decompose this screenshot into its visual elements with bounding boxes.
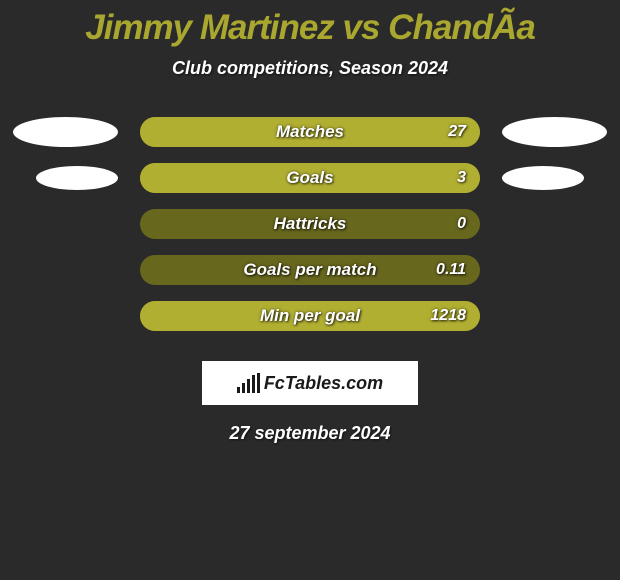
logo-text: FcTables.com <box>264 373 383 394</box>
right-ellipse <box>502 301 607 331</box>
stat-row: Hattricks 0 <box>0 201 620 247</box>
stat-row: Goals per match 0.11 <box>0 247 620 293</box>
bar-label: Min per goal <box>260 306 360 326</box>
left-ellipse <box>13 255 118 285</box>
right-ellipse <box>502 209 607 239</box>
left-ellipse <box>13 117 118 147</box>
stat-bar: Goals per match 0.11 <box>140 255 480 285</box>
right-ellipse <box>502 255 607 285</box>
bar-label: Goals <box>286 168 333 188</box>
stat-bar: Goals 3 <box>140 163 480 193</box>
stat-bar: Min per goal 1218 <box>140 301 480 331</box>
logo-box: FcTables.com <box>202 361 418 405</box>
left-ellipse <box>13 301 118 331</box>
bar-value: 0.11 <box>436 261 466 279</box>
bar-value: 3 <box>457 169 466 187</box>
page-title: Jimmy Martinez vs ChandÃ­a <box>0 0 620 48</box>
subtitle: Club competitions, Season 2024 <box>0 58 620 79</box>
logo-chart-icon <box>237 373 260 393</box>
stat-bar: Hattricks 0 <box>140 209 480 239</box>
bar-label: Hattricks <box>274 214 347 234</box>
date-label: 27 september 2024 <box>0 423 620 444</box>
bar-label: Matches <box>276 122 344 142</box>
stat-row: Goals 3 <box>0 155 620 201</box>
stats-area: Matches 27 Goals 3 Hattricks 0 Goals per match… <box>0 109 620 339</box>
stat-row: Matches 27 <box>0 109 620 155</box>
bar-label: Goals per match <box>243 260 376 280</box>
left-ellipse <box>36 166 118 190</box>
bar-value: 27 <box>448 123 466 141</box>
left-ellipse <box>13 209 118 239</box>
right-ellipse <box>502 166 584 190</box>
bar-value: 0 <box>457 215 466 233</box>
right-ellipse <box>502 117 607 147</box>
stat-row: Min per goal 1218 <box>0 293 620 339</box>
bar-value: 1218 <box>430 307 466 325</box>
stat-bar: Matches 27 <box>140 117 480 147</box>
